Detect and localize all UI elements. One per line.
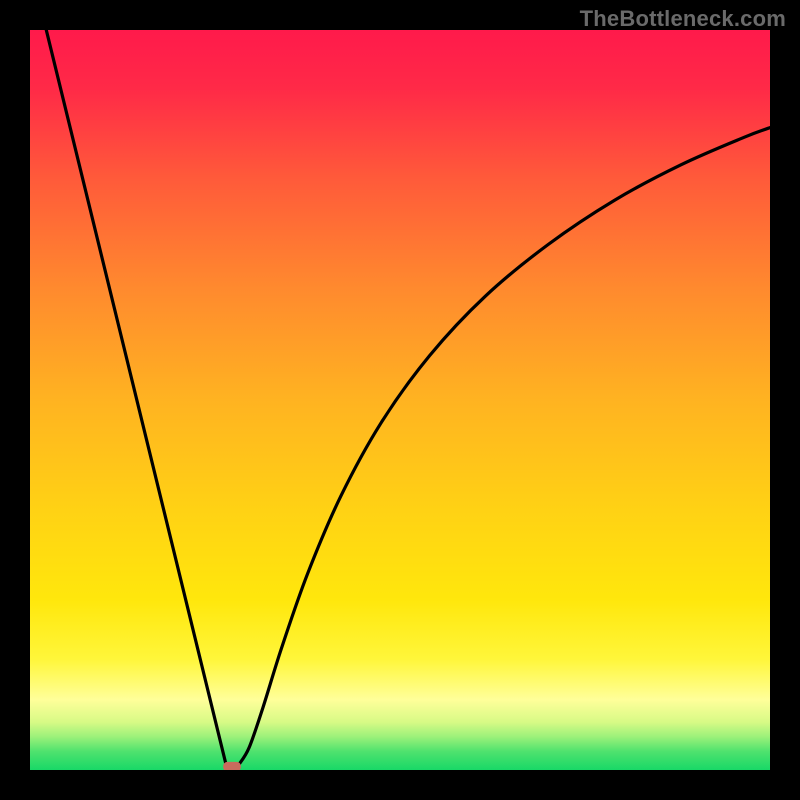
chart-frame <box>30 30 770 770</box>
gradient-background <box>30 30 770 770</box>
watermark-text: TheBottleneck.com <box>580 6 786 32</box>
bottleneck-marker <box>223 762 241 770</box>
chart-svg <box>30 30 770 770</box>
